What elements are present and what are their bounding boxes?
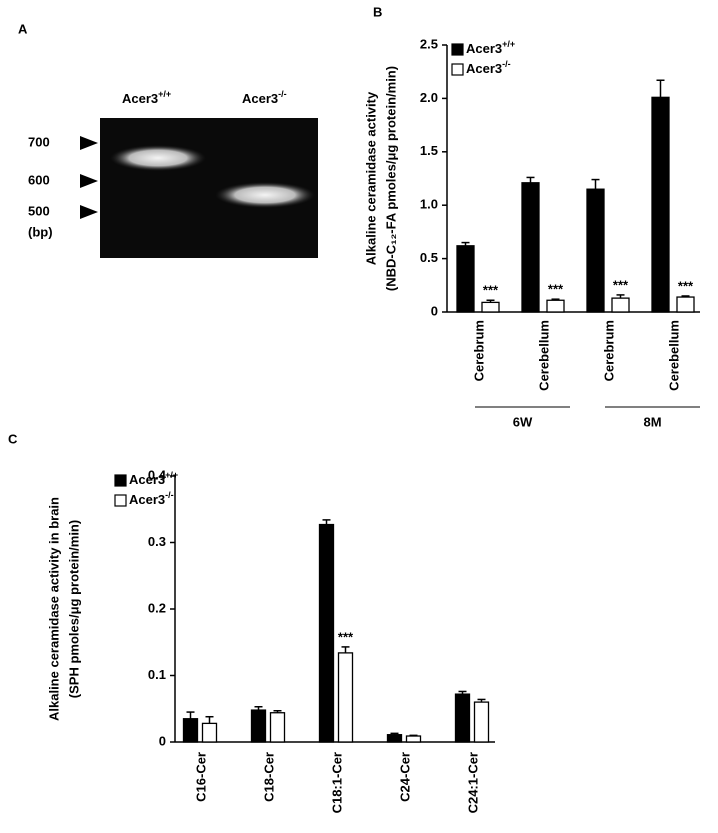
bar <box>481 301 500 313</box>
marker-label: 600 <box>28 172 50 187</box>
bar <box>250 709 267 743</box>
y-tick-label: 0.5 <box>420 250 438 265</box>
y-axis-label: (NBD-C₁₂-FA pmoles/μg protein/min) <box>383 66 398 291</box>
group-label: 6W <box>513 414 533 429</box>
marker-arrow <box>80 174 98 188</box>
significance-label: *** <box>548 282 564 297</box>
x-tick-label: C18:1-Cer <box>329 752 344 813</box>
bar <box>318 523 335 743</box>
legend-name: Acer3 <box>129 472 165 487</box>
gel-band <box>110 145 206 171</box>
bar <box>182 718 199 743</box>
y-tick-label: 2.0 <box>420 90 438 105</box>
legend-sup: +/+ <box>165 470 178 480</box>
y-tick-label: 1.5 <box>420 143 438 158</box>
marker-arrow <box>80 205 98 219</box>
y-tick-label: 0.3 <box>148 534 166 549</box>
bar <box>456 245 475 313</box>
panel-a: A Acer3+/+ Acer3-/- 700 600 500 (bp) <box>18 21 318 258</box>
significance-label: *** <box>613 277 629 292</box>
y-tick-label: 0 <box>431 303 438 318</box>
y-tick-label: 2.5 <box>420 36 438 51</box>
legend-label: Acer3-/- <box>466 59 511 76</box>
bar <box>521 182 540 313</box>
bar <box>611 297 630 313</box>
bar <box>201 722 218 743</box>
bar <box>676 296 695 313</box>
bar <box>269 712 286 743</box>
y-tick-label: 0.1 <box>148 667 166 682</box>
legend-name: Acer3 <box>129 492 165 507</box>
legend-swatch <box>451 63 464 76</box>
legend-label: Acer3+/+ <box>129 470 178 487</box>
bar <box>454 693 471 743</box>
legend-name: Acer3 <box>466 41 502 56</box>
group-label: 8M <box>643 414 661 429</box>
panel-letter: A <box>18 21 28 36</box>
legend-label: Acer3+/+ <box>466 39 515 56</box>
y-axis-label: Alkaline ceramidase activity <box>363 91 378 265</box>
y-tick-label: 0.2 <box>148 600 166 615</box>
bar <box>651 96 670 313</box>
y-axis-label: Alkaline ceramidase activity in brain <box>46 497 61 721</box>
legend-swatch <box>114 474 127 487</box>
x-tick-label: Cerebrum <box>471 320 486 381</box>
bar <box>386 734 403 743</box>
bar <box>586 188 605 313</box>
gel-band <box>215 182 315 208</box>
bar <box>473 701 490 743</box>
x-tick-label: C16-Cer <box>193 752 208 802</box>
legend-name: Acer3 <box>466 61 502 76</box>
marker-unit: (bp) <box>28 224 53 239</box>
lane-label: Acer3+/+ <box>122 89 171 106</box>
x-tick-label: C18-Cer <box>261 752 276 802</box>
x-tick-label: C24-Cer <box>397 752 412 802</box>
y-tick-label: 1.0 <box>420 197 438 212</box>
y-axis-label: (SPH pmoles/μg protein/min) <box>66 520 81 698</box>
legend-sup: +/+ <box>502 39 515 49</box>
significance-label: *** <box>338 629 354 644</box>
bar <box>546 299 565 313</box>
legend-swatch <box>451 43 464 56</box>
x-tick-label: C24:1-Cer <box>465 752 480 813</box>
marker-arrow <box>80 136 98 150</box>
bar <box>337 652 354 743</box>
x-tick-label: Cerebellum <box>536 320 551 391</box>
x-tick-label: Cerebellum <box>666 320 681 391</box>
x-tick-label: Cerebrum <box>601 320 616 381</box>
legend-swatch <box>114 494 127 507</box>
significance-label: *** <box>483 283 499 298</box>
marker-label: 700 <box>28 134 50 149</box>
y-tick-label: 0 <box>159 733 166 748</box>
panel-letter: B <box>373 4 382 19</box>
y-tick-label: 0.4 <box>148 467 167 482</box>
significance-label: *** <box>678 278 694 293</box>
panel-letter: C <box>8 431 18 446</box>
marker-label: 500 <box>28 203 50 218</box>
bar <box>405 735 422 743</box>
lane-label: Acer3-/- <box>242 89 287 106</box>
legend-sup: -/- <box>502 59 511 69</box>
legend-label: Acer3-/- <box>129 490 174 507</box>
legend-sup: -/- <box>165 490 174 500</box>
